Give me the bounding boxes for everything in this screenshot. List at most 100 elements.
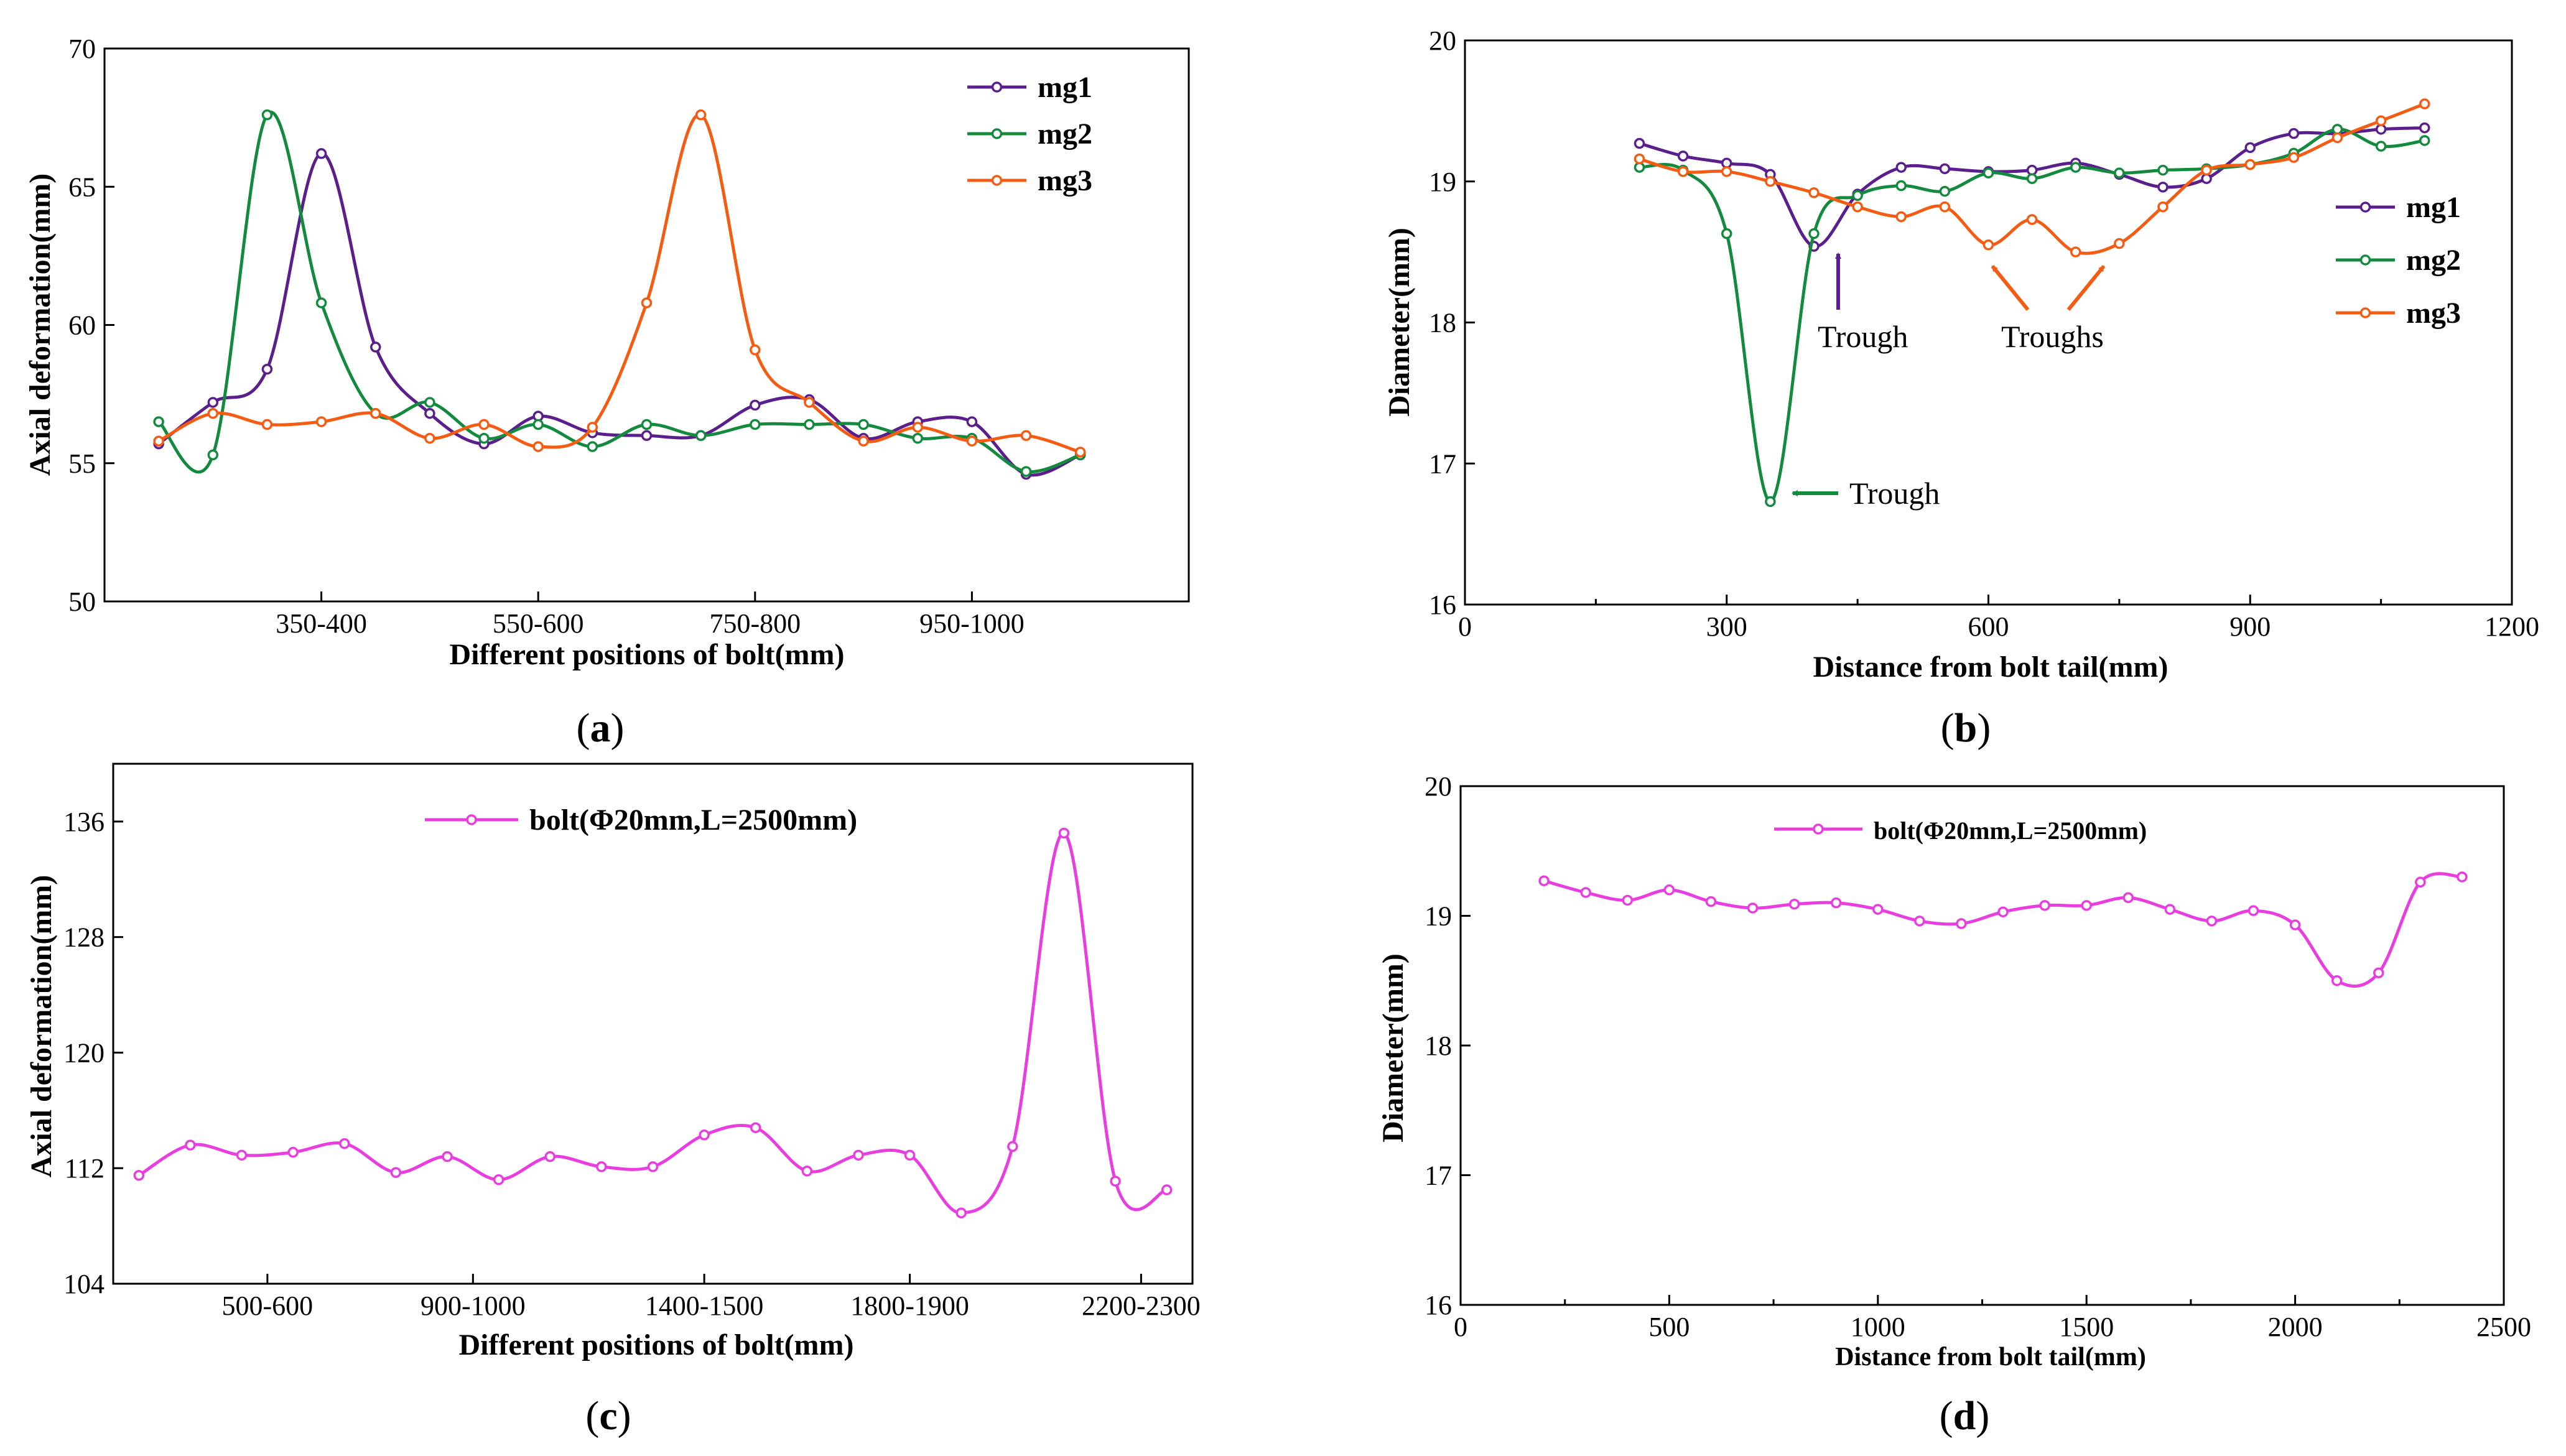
panel-b-x-tick-label: 1200 bbox=[2485, 611, 2539, 642]
panel-a-data-point bbox=[424, 432, 435, 444]
panel-d-data-point bbox=[2457, 871, 2468, 883]
panel-a-data-point bbox=[858, 419, 869, 430]
panel-a-label: (a) bbox=[577, 705, 625, 751]
panel-b-data-point bbox=[1983, 239, 1994, 251]
panel-d-data-point bbox=[2206, 916, 2218, 927]
panel-d-axes-frame bbox=[1459, 785, 2505, 1306]
panel-d-data-point bbox=[1788, 898, 1800, 910]
panel-c-line-chart: 104 112 120 128 136 500-600 900-1000 1400-1500 1… bbox=[25, 763, 1201, 1439]
panel-b-mg3-troughs-label: Troughs bbox=[2001, 319, 2104, 354]
panel-b-data-point bbox=[2201, 164, 2212, 176]
panel-d-y-tick-label: 18 bbox=[1425, 1031, 1452, 1061]
panel-b-data-point bbox=[1765, 176, 1776, 187]
panel-b-legend-marker bbox=[2359, 307, 2371, 318]
panel-c-data-point bbox=[1161, 1184, 1173, 1195]
panel-b-mg3-trough-arrow-left bbox=[1991, 265, 2030, 311]
panel-a-data-point bbox=[804, 397, 815, 408]
panel-b-legend-label: mg3 bbox=[2406, 297, 2461, 330]
panel-a-data-point bbox=[207, 449, 219, 461]
panel-b-data-point bbox=[2331, 132, 2343, 144]
panel-d-line-chart: 16 17 18 19 20 0 500 1000 1500 2000 2500 bolt(Φ20m… bbox=[1377, 771, 2531, 1439]
panel-c-x-tick-label: 2200-2300 bbox=[1082, 1291, 1201, 1321]
panel-b-mg1-trough-label: Trough bbox=[1818, 319, 1908, 354]
panel-a-data-point bbox=[478, 432, 490, 444]
panel-b-data-point bbox=[2419, 98, 2430, 109]
panel-a-data-point bbox=[315, 297, 327, 308]
panel-c-data-point bbox=[390, 1167, 402, 1178]
panel-a-data-point bbox=[261, 419, 273, 430]
panel-b-data-point bbox=[2288, 152, 2300, 163]
panel-b-data-point bbox=[1895, 180, 1907, 192]
panel-d-data-point bbox=[1705, 896, 1717, 907]
panel-a-data-point bbox=[966, 416, 978, 427]
panel-d-data-point bbox=[2039, 900, 2050, 911]
panel-b-axes-frame bbox=[1464, 39, 2513, 606]
panel-b-data-point bbox=[2157, 201, 2169, 213]
panel-a-data-point bbox=[750, 399, 761, 411]
panel-c-y-tick-label: 128 bbox=[63, 922, 105, 953]
panel-a-data-point bbox=[424, 407, 435, 419]
panel-a-series-line-mg3 bbox=[158, 113, 1081, 454]
panel-b-data-point bbox=[2157, 164, 2169, 176]
panel-b-data-point bbox=[1677, 166, 1689, 177]
panel-b-y-tick-label: 17 bbox=[1429, 448, 1456, 479]
panel-a-data-point bbox=[641, 297, 653, 308]
panel-b-data-point bbox=[1939, 201, 1951, 213]
panel-c-x-tick-label: 900-1000 bbox=[421, 1291, 526, 1321]
panel-d-x-tick-label: 500 bbox=[1648, 1312, 1690, 1342]
panel-a-data-point bbox=[370, 341, 381, 353]
panel-d-y-tick-label: 20 bbox=[1425, 771, 1452, 802]
panel-a-data-point bbox=[370, 407, 381, 419]
panel-b-data-point bbox=[1852, 190, 1863, 202]
panel-b-x-tick-label: 0 bbox=[1458, 611, 1472, 642]
panel-b-mg2-trough-label: Trough bbox=[1849, 476, 1940, 511]
panel-b-mg3-trough-arrow-right bbox=[2066, 265, 2106, 311]
panel-c-data-point bbox=[955, 1207, 967, 1218]
panel-b-data-point bbox=[2244, 159, 2256, 170]
panel-b-data-point bbox=[1808, 228, 1820, 239]
panel-a-x-tick-label: 750-800 bbox=[709, 608, 801, 639]
panel-d-data-point bbox=[1622, 894, 1634, 906]
panel-a-data-point bbox=[587, 441, 598, 452]
panel-c-data-point bbox=[801, 1166, 813, 1177]
panel-d-y-tick-label: 17 bbox=[1425, 1161, 1452, 1191]
panel-a-y-tick-label: 50 bbox=[68, 587, 96, 617]
panel-b-x-tick-label: 900 bbox=[2229, 611, 2271, 642]
panel-b-data-point bbox=[2114, 238, 2125, 249]
panel-c-data-point bbox=[1058, 827, 1070, 839]
panel-d-data-point bbox=[1997, 906, 2009, 917]
panel-d-data-point bbox=[2331, 975, 2343, 986]
panel-c-x-tick-label: 1800-1900 bbox=[850, 1291, 969, 1321]
panel-a-x-tick-label: 950-1000 bbox=[919, 608, 1025, 639]
panel-b-x-tick-label: 300 bbox=[1706, 611, 1747, 642]
panel-b-data-point bbox=[1808, 187, 1820, 198]
panel-a-legend-marker bbox=[991, 81, 1003, 93]
panel-d-x-tick-label: 2500 bbox=[2476, 1312, 2531, 1342]
panel-a-data-point bbox=[532, 441, 544, 452]
panel-b-legend-label: mg2 bbox=[2406, 244, 2461, 277]
panel-a-data-point bbox=[641, 419, 653, 430]
panel-b-legend-label: mg1 bbox=[2406, 191, 2461, 224]
panel-c-label: (c) bbox=[585, 1393, 631, 1439]
panel-d-data-point bbox=[1956, 918, 1967, 929]
panel-b-data-point bbox=[2026, 214, 2038, 225]
panel-c-axes-frame bbox=[112, 763, 1194, 1285]
panel-c-data-point bbox=[493, 1174, 504, 1185]
panel-d-data-point bbox=[2289, 919, 2301, 930]
panel-a-data-point bbox=[695, 430, 707, 442]
panel-b-legend-marker bbox=[2359, 254, 2371, 266]
panel-a-y-axis-title: Axial deformation(mm) bbox=[24, 174, 57, 476]
panel-d-data-point bbox=[2164, 904, 2176, 915]
panel-a-x-tick-label: 350-400 bbox=[276, 608, 367, 639]
panel-c-data-point bbox=[596, 1161, 607, 1172]
panel-d-x-tick-label: 0 bbox=[1454, 1312, 1467, 1342]
panel-a-data-point bbox=[912, 432, 923, 444]
panel-b-y-axis-title: Diameter(mm) bbox=[1383, 228, 1416, 417]
panel-c-data-point bbox=[544, 1151, 556, 1162]
panel-a-data-point bbox=[750, 419, 761, 430]
panel-a-data-point bbox=[207, 407, 219, 419]
panel-b-x-axis-title: Distance from bolt tail(mm) bbox=[1813, 651, 2169, 684]
panel-c-data-point bbox=[647, 1161, 659, 1172]
panel-a-data-point bbox=[858, 435, 869, 447]
